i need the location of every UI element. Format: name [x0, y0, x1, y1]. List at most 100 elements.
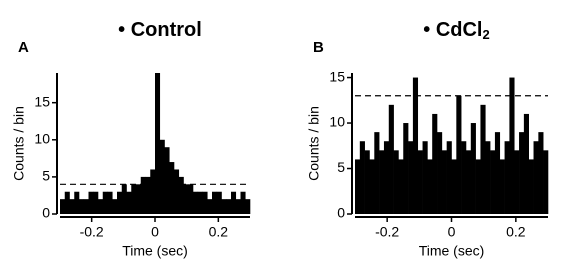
- bar: [499, 159, 505, 214]
- bar: [131, 184, 137, 214]
- bar: [79, 199, 85, 214]
- y-tick-label: 10: [329, 114, 345, 130]
- x-axis-label: Time (sec): [122, 243, 188, 259]
- bar: [519, 132, 525, 214]
- bar: [427, 159, 433, 214]
- chart-title: • CdCl2: [423, 19, 489, 42]
- bar: [470, 123, 476, 214]
- y-tick-label: 0: [337, 205, 345, 221]
- bar: [364, 150, 370, 214]
- bar: [235, 199, 241, 214]
- bar: [543, 150, 549, 214]
- bar: [207, 199, 213, 214]
- bar: [183, 184, 189, 214]
- bar: [533, 141, 539, 214]
- bar: [174, 169, 180, 214]
- bar: [480, 104, 486, 214]
- bar: [383, 141, 390, 214]
- panel-label: B: [313, 39, 324, 56]
- bar: [155, 73, 161, 214]
- bar: [74, 191, 80, 214]
- bar: [121, 184, 127, 214]
- bar: [150, 169, 156, 214]
- bar: [465, 150, 472, 214]
- bar: [197, 191, 203, 214]
- bar: [178, 176, 184, 214]
- bar: [107, 191, 113, 214]
- bar: [417, 150, 423, 214]
- bar: [221, 199, 227, 214]
- bar: [245, 199, 251, 214]
- bar: [164, 147, 170, 214]
- bar: [388, 104, 394, 214]
- bar: [102, 191, 108, 214]
- bar: [359, 141, 365, 214]
- bar: [451, 159, 457, 214]
- bar: [112, 199, 118, 214]
- x-tick-label: 0.2: [506, 224, 526, 240]
- bar: [456, 95, 462, 214]
- bar: [140, 176, 146, 214]
- bar: [212, 191, 218, 214]
- y-tick-label: 0: [42, 205, 50, 221]
- title-subscript: 2: [482, 27, 489, 42]
- y-tick-label: 15: [329, 68, 345, 84]
- bar: [504, 141, 510, 214]
- bar: [98, 199, 104, 214]
- bar: [355, 159, 361, 214]
- y-axis-label: Counts / bin: [11, 106, 27, 181]
- y-tick-label: 5: [337, 159, 345, 175]
- x-tick-label: -0.2: [375, 224, 399, 240]
- chart-title: • Control: [118, 19, 202, 41]
- panel-label: A: [18, 39, 29, 56]
- y-axis-label: Counts / bin: [306, 106, 322, 181]
- bar: [69, 199, 75, 214]
- bar: [379, 150, 385, 214]
- bar: [446, 141, 452, 214]
- bar: [412, 77, 419, 214]
- title-text: • Control: [118, 19, 202, 41]
- bar: [528, 159, 534, 214]
- bar: [490, 150, 496, 214]
- bar: [136, 184, 142, 214]
- bar: [231, 191, 237, 214]
- bar: [422, 141, 428, 214]
- bar: [398, 159, 404, 214]
- x-tick-label: -0.2: [80, 224, 104, 240]
- bar: [403, 123, 409, 214]
- bar: [514, 150, 520, 214]
- bar: [523, 113, 529, 214]
- x-tick-label: 0: [448, 224, 456, 240]
- bar: [538, 132, 544, 214]
- bar: [475, 159, 481, 214]
- bar: [117, 191, 123, 214]
- bar: [159, 139, 165, 214]
- bar: [202, 191, 208, 214]
- bar: [494, 132, 501, 214]
- x-tick-label: 0: [151, 224, 159, 240]
- bar: [93, 191, 99, 214]
- bar: [485, 141, 491, 214]
- bar: [145, 176, 151, 214]
- bar: [126, 191, 132, 214]
- bar: [169, 162, 175, 214]
- y-tick-label: 10: [34, 130, 50, 146]
- bar: [88, 191, 94, 214]
- bar: [509, 77, 515, 214]
- bar: [193, 191, 199, 214]
- bar: [226, 199, 232, 214]
- title-text: • CdCl: [423, 19, 482, 41]
- bar: [441, 150, 447, 214]
- x-tick-label: 0.2: [209, 224, 229, 240]
- bar: [461, 141, 467, 214]
- bar: [432, 113, 438, 214]
- y-tick-label: 15: [34, 93, 50, 109]
- bar: [437, 132, 443, 214]
- bar: [374, 132, 380, 214]
- x-axis-label: Time (sec): [419, 243, 485, 259]
- bar: [216, 191, 222, 214]
- bar: [60, 199, 66, 214]
- bar: [393, 150, 399, 214]
- bar: [369, 159, 375, 214]
